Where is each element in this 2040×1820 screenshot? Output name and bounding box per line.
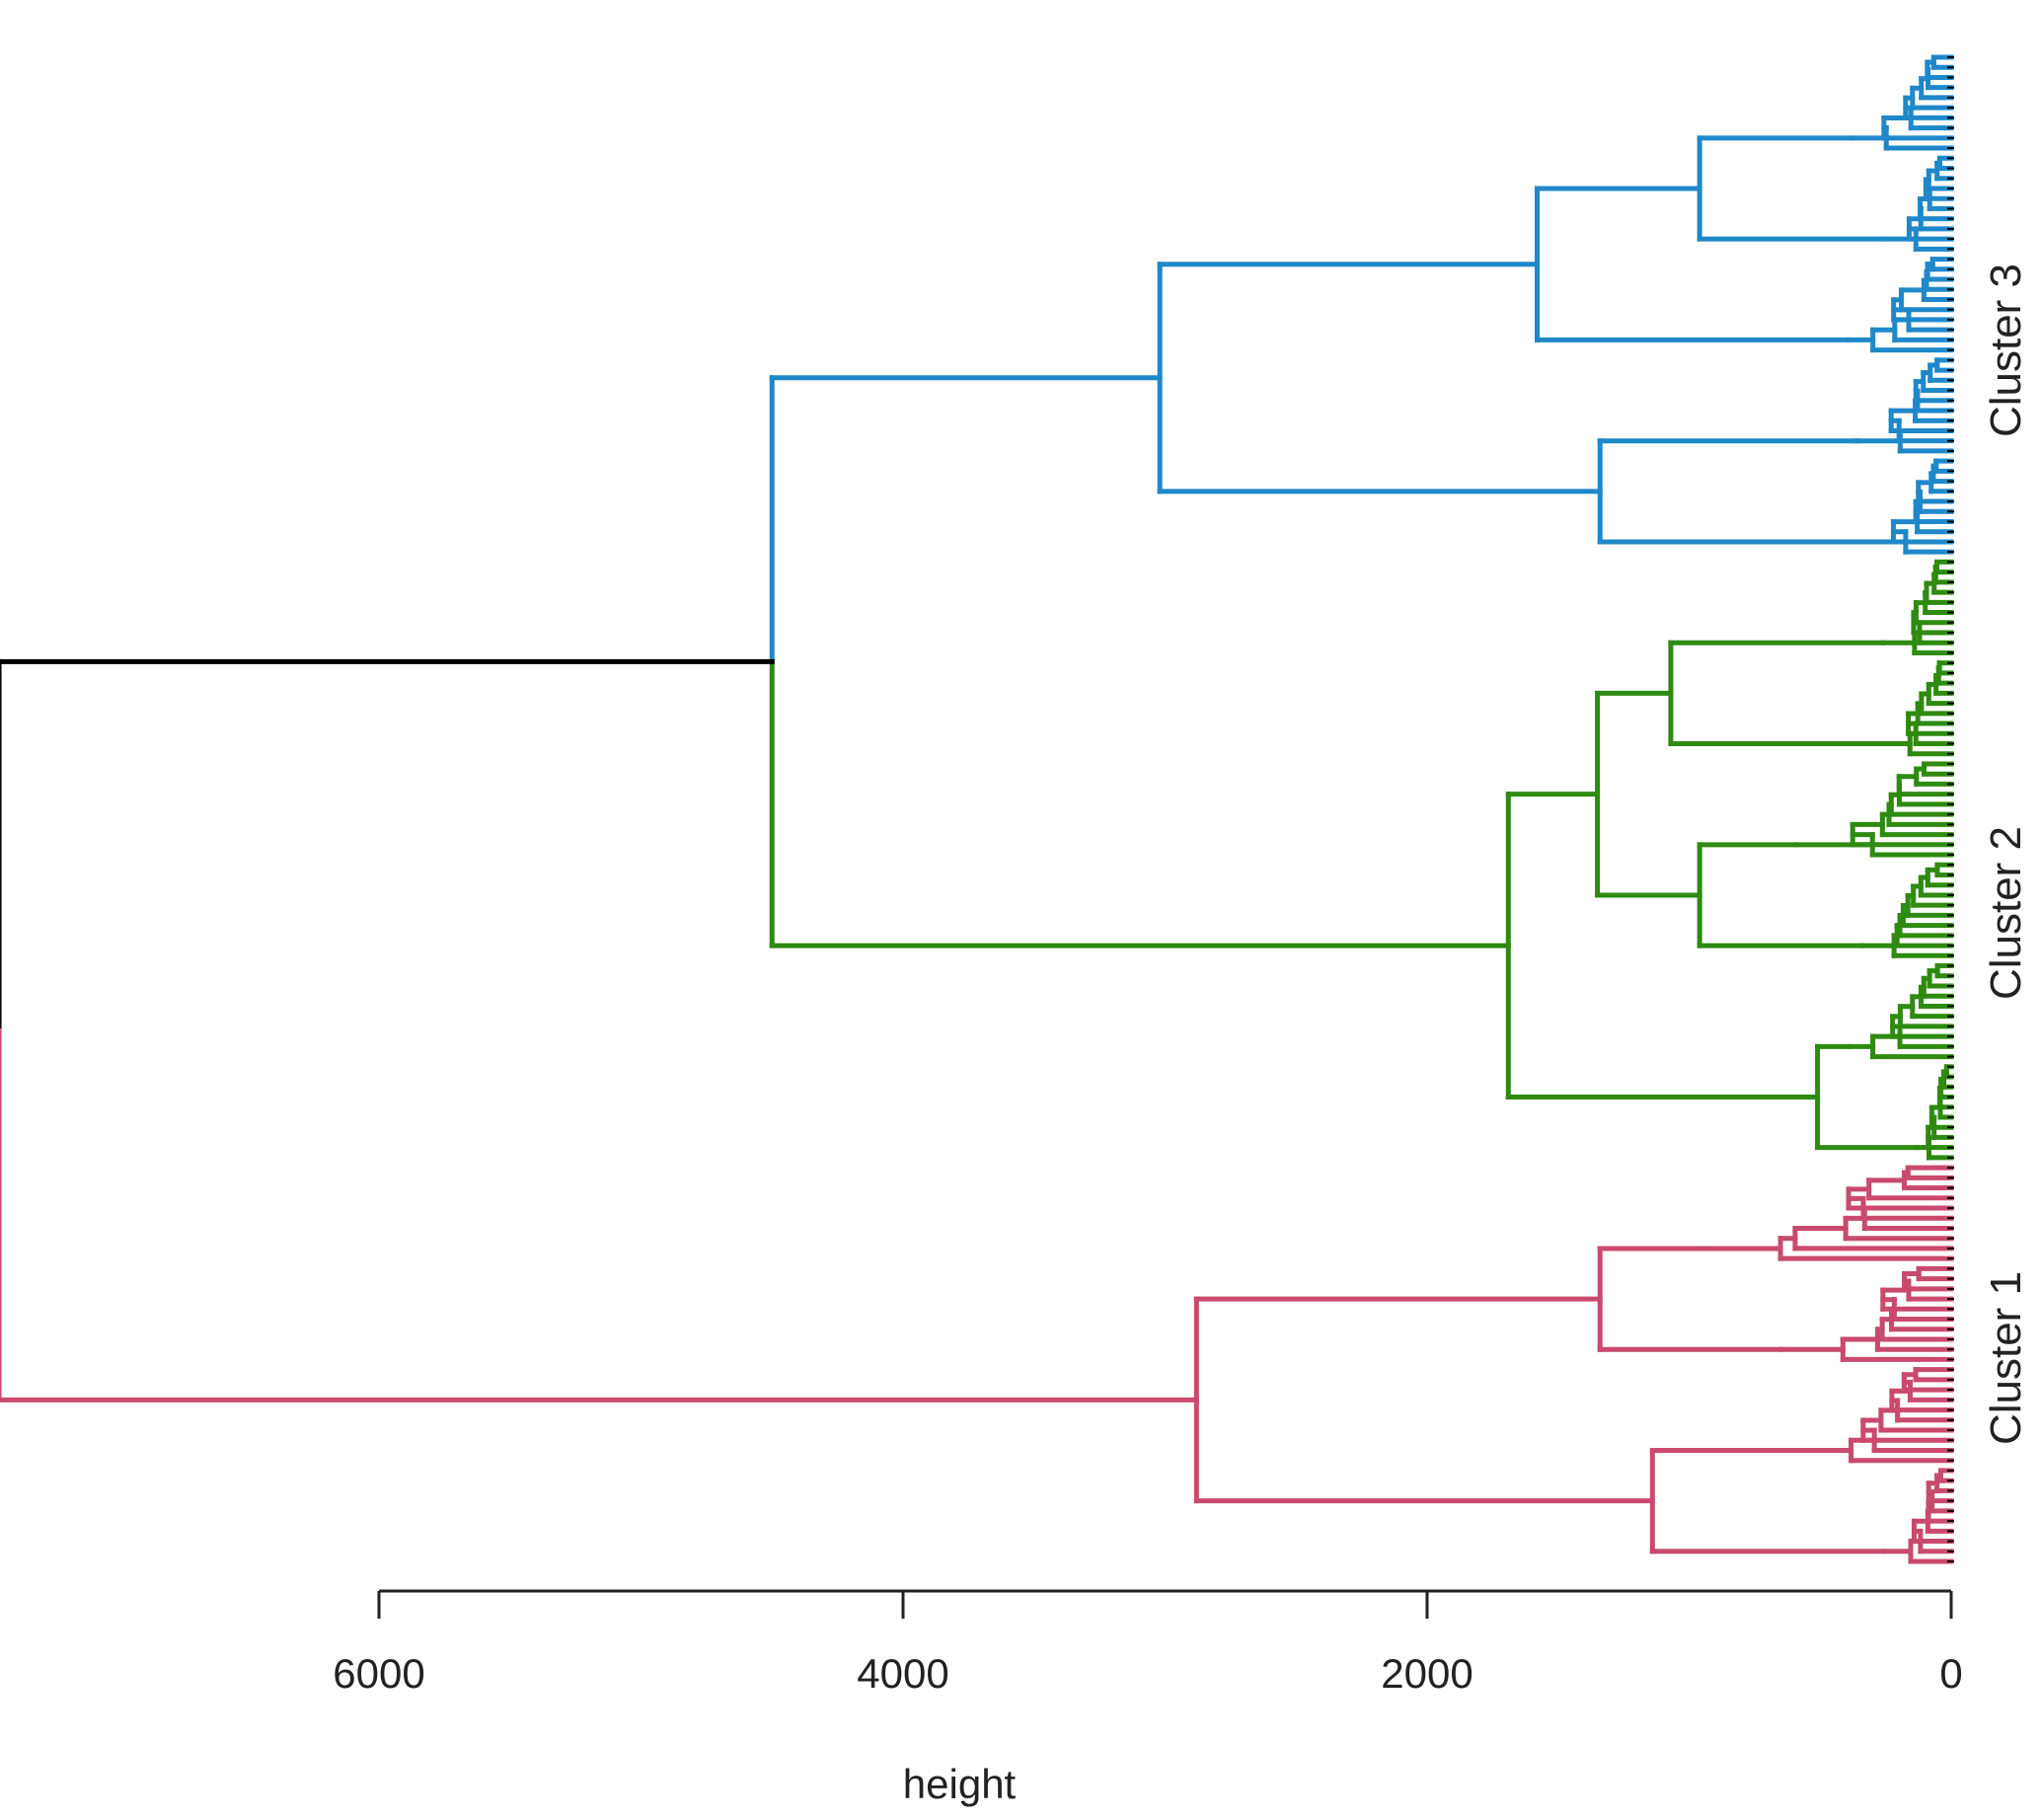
x-tick-label: 6000 <box>333 1650 424 1697</box>
cluster-label: Cluster 3 <box>1982 264 2030 437</box>
x-axis-ticks: 6000 4000 2000 0 <box>333 1591 1963 1697</box>
x-tick-label: 0 <box>1939 1650 1962 1697</box>
dendrogram-links <box>0 54 1954 1564</box>
cluster-label: Cluster 2 <box>1982 826 2030 1000</box>
x-tick-label: 2000 <box>1381 1650 1473 1697</box>
x-axis-title: height <box>903 1761 1017 1807</box>
cluster-labels: Cluster 3 Cluster 2 Cluster 1 <box>1982 264 2030 1445</box>
x-axis: 6000 4000 2000 0 height <box>333 1589 1963 1807</box>
cluster-label: Cluster 1 <box>1982 1271 2030 1445</box>
x-tick-label: 4000 <box>857 1650 948 1697</box>
